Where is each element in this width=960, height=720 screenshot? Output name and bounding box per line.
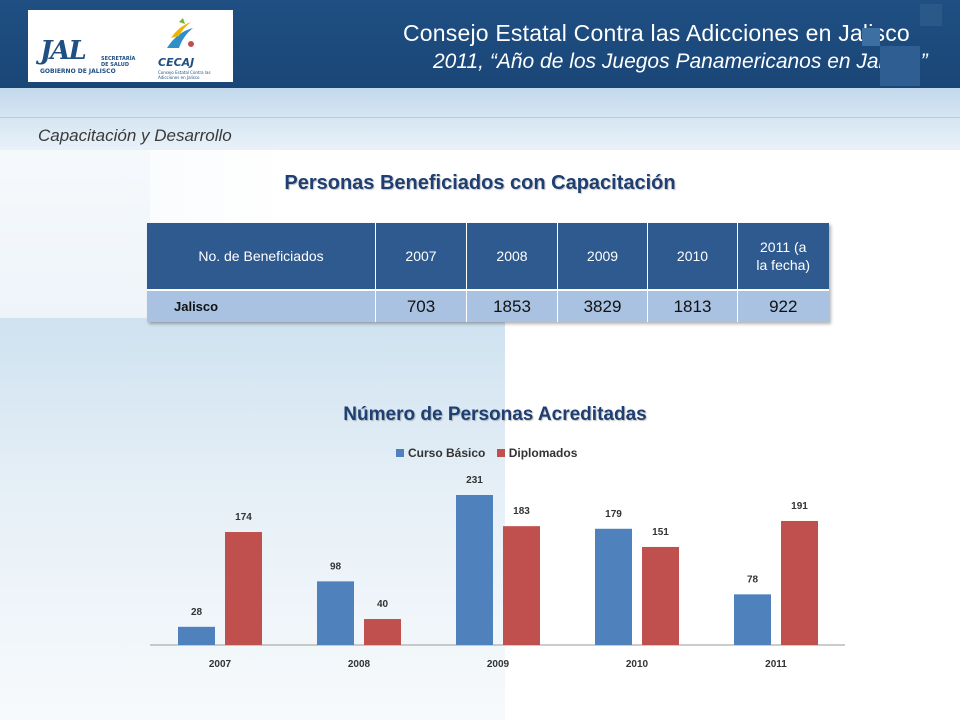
data-label: 174 [235,512,252,523]
bar [595,528,632,645]
jalisco-logo-subtitle: GOBIERNO DE JALISCO [40,68,116,75]
legend-label: Curso Básico [408,446,486,460]
table-header-year: 2010 [647,223,738,290]
bar-chart: 28 174 2007 98 40 2008 231 183 2009 179 151 2010 78 1… [150,475,845,670]
beneficiaries-table: No. de Beneficiados 2007 2008 2009 2010 … [147,223,829,322]
logo-area: JAL GOBIERNO DE JALISCO SECRETARÍA DE SA… [28,10,233,82]
chart-title: Número de Personas Acreditadas [343,404,647,425]
bar [364,619,401,645]
table-cell: 3829 [557,289,648,322]
data-label: 183 [513,506,530,517]
bar [642,546,679,645]
table-header-year: 2009 [557,223,648,290]
chart-legend: Curso Básico Diplomados [396,446,585,460]
bar [734,594,771,645]
table-header-row: No. de Beneficiados 2007 2008 2009 2010 … [147,223,829,290]
legend-swatch [496,449,505,457]
bar [503,526,540,645]
data-label: 151 [652,527,669,538]
data-label: 231 [466,475,483,486]
data-label: 28 [191,607,203,618]
x-tick-label: 2008 [348,659,371,670]
legend-label: Diplomados [508,446,578,460]
data-label: 98 [330,561,342,572]
section-ribbon [0,88,960,150]
legend-item: Curso Básico [396,446,485,460]
data-label: 40 [377,599,389,610]
decorative-square [880,46,920,86]
x-tick-label: 2009 [487,659,510,670]
decorative-square [862,28,880,46]
bar [456,495,493,645]
jalisco-logo: JAL [40,36,87,66]
table-row-label: Jalisco [147,289,376,322]
table-title: Personas Beneficiados con Capacitación [284,172,676,194]
table-row: Jalisco 703 1853 3829 1813 922 [147,289,829,322]
header-title: Consejo Estatal Contra las Adicciones en… [403,20,910,46]
table-cell: 1853 [466,289,558,322]
background-white-panel [505,318,960,720]
x-tick-label: 2007 [209,659,232,670]
data-label: 78 [747,574,759,585]
table-header-year: 2007 [375,223,467,290]
cecaj-bird-icon [167,18,194,48]
bar [225,532,262,645]
table-header-year: 2011 (a la fecha) [737,223,829,290]
table-cell: 1813 [647,289,738,322]
legend-swatch [396,449,404,457]
header-banner: JAL GOBIERNO DE JALISCO SECRETARÍA DE SA… [0,0,960,88]
data-label: 179 [605,509,622,520]
cecaj-logo: CECAJ [158,56,195,69]
decorative-square [920,4,942,26]
x-tick-label: 2011 [765,659,787,670]
ribbon-divider [0,117,960,118]
table-header-year: 2008 [466,223,558,290]
table-cell: 703 [375,289,467,322]
bar [178,626,215,645]
cecaj-logo-subtitle: Consejo Estatal Contra las Adicciones en… [158,70,211,80]
section-title: Capacitación y Desarrollo [38,126,232,145]
bar [781,520,818,645]
x-tick-label: 2010 [626,659,649,670]
background-gradient-panel [0,318,505,720]
bar [317,581,354,645]
table-cell: 922 [737,289,829,322]
table-header-label: No. de Beneficiados [147,223,376,290]
secretaria-salud-label: SECRETARÍA DE SALUD [101,56,136,68]
legend-item: Diplomados [496,446,578,460]
header-subtitle: 2011, “Año de los Juegos Panamericanos e… [433,50,928,73]
data-label: 191 [791,501,808,512]
background-panel [0,150,150,318]
